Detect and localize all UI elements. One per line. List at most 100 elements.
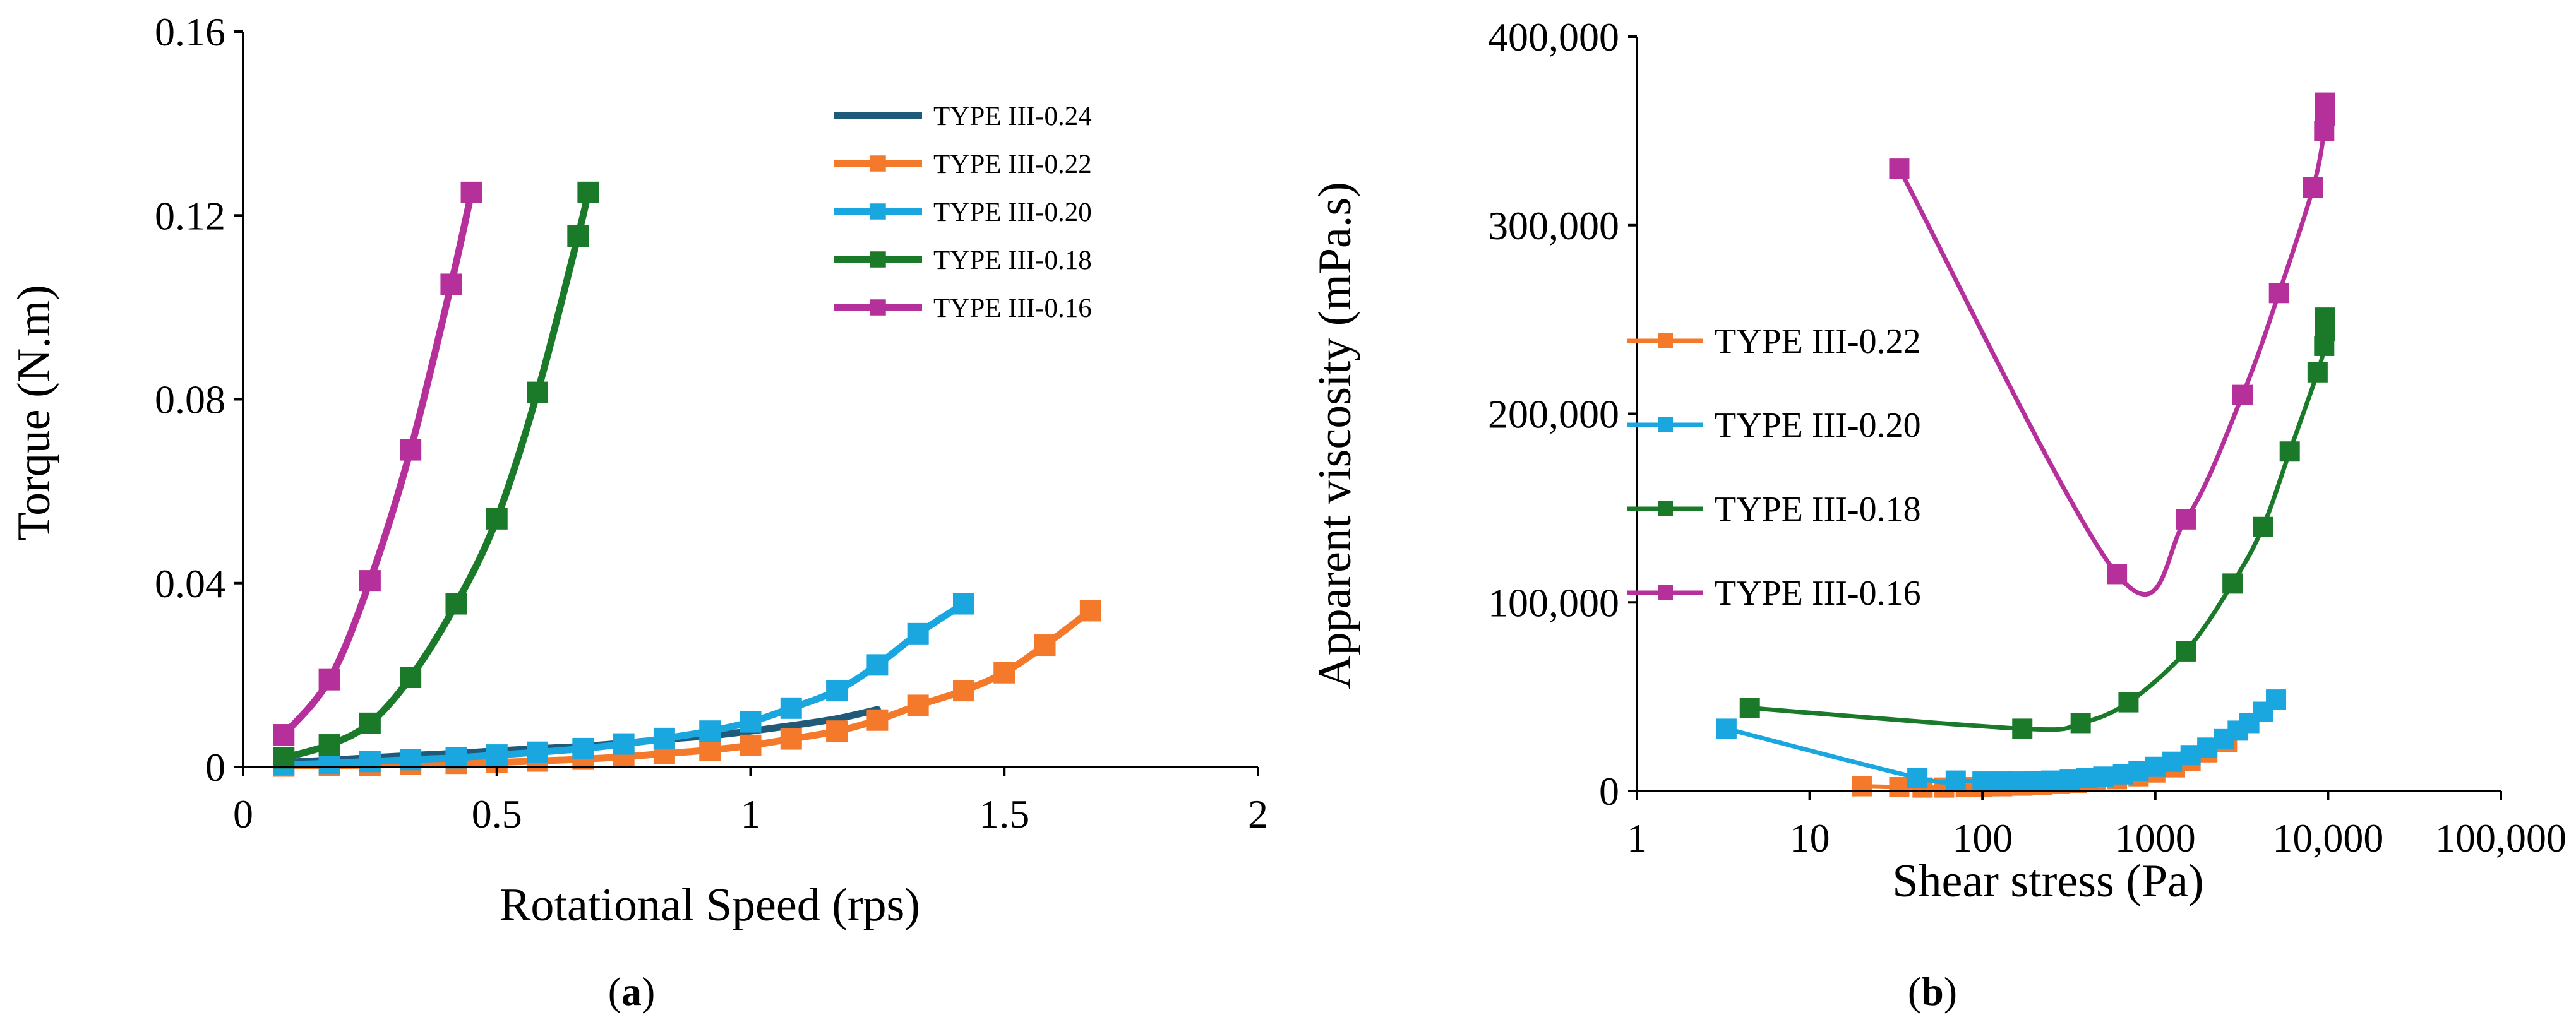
data-point xyxy=(699,720,721,742)
data-point xyxy=(445,593,467,615)
data-point xyxy=(1945,770,1966,791)
legend-item-type-iii-0-16: TYPE III-0.16 xyxy=(834,294,1092,323)
chart-a-y-ticks: 0 0.04 0.08 0.12 0.16 xyxy=(155,9,243,790)
chart-b: 1 10 100 1000 10,000 100,000 0 100,000 200,000 3… xyxy=(1309,15,2567,1014)
legend-label: TYPE III-0.22 xyxy=(1715,322,1921,361)
data-point xyxy=(993,662,1015,684)
chart-b-y-tick-label: 300,000 xyxy=(1488,203,1619,248)
data-point xyxy=(359,570,381,592)
data-point xyxy=(740,734,762,756)
chart-a-y-axis-title: Torque (N.m) xyxy=(8,285,60,541)
legend-swatch-marker xyxy=(1658,333,1673,348)
chart-b-x-ticks: 1 10 100 1000 10,000 100,000 xyxy=(1627,791,2567,860)
chart-a-caption: (a) xyxy=(608,969,656,1014)
series-type-iii-0-16 xyxy=(1889,92,2335,597)
data-point xyxy=(572,737,594,759)
legend-label: TYPE III-0.20 xyxy=(1715,406,1921,445)
legend-swatch-marker xyxy=(870,155,886,172)
chart-a-y-tick-label: 0.08 xyxy=(155,377,225,422)
chart-a-y-tick-label: 0 xyxy=(205,745,225,790)
data-point xyxy=(907,622,929,645)
chart-a-legend: TYPE III-0.24 TYPE III-0.22 TYPE III-0.20 T… xyxy=(834,102,1092,323)
legend-label: TYPE III-0.18 xyxy=(933,246,1092,275)
data-point xyxy=(440,273,462,295)
data-point xyxy=(1739,698,1760,718)
legend-label: TYPE III-0.16 xyxy=(933,294,1092,323)
series-line-type-iii-0-18 xyxy=(280,189,592,761)
data-point xyxy=(2093,766,2114,787)
data-point xyxy=(527,741,549,763)
legend-item-type-iii-0-22: TYPE III-0.22 xyxy=(834,150,1092,179)
chart-a-x-tick-label: 0.5 xyxy=(472,792,522,836)
data-point xyxy=(780,697,802,719)
data-point xyxy=(2041,770,2062,791)
data-point xyxy=(1079,600,1101,622)
data-point xyxy=(1972,771,1993,792)
data-point xyxy=(273,747,295,769)
data-point xyxy=(740,711,762,733)
data-point xyxy=(2118,692,2139,713)
chart-a-x-ticks: 0 0.5 1 1.5 2 xyxy=(233,767,1268,836)
data-point xyxy=(1851,776,1872,797)
data-point xyxy=(2232,384,2253,405)
data-point xyxy=(2175,509,2196,530)
chart-b-y-ticks: 0 100,000 200,000 300,000 400,000 xyxy=(1488,15,1637,814)
data-point xyxy=(400,439,422,461)
data-point xyxy=(2268,283,2289,304)
data-point xyxy=(2279,441,2300,462)
data-point xyxy=(1889,158,1910,179)
data-point xyxy=(460,181,482,203)
legend-item-type-iii-0-16: TYPE III-0.16 xyxy=(1627,574,1921,613)
data-point xyxy=(486,744,508,766)
chart-a-x-tick-label: 2 xyxy=(1248,792,1268,836)
data-point xyxy=(1034,634,1056,657)
data-point xyxy=(2012,718,2033,739)
legend-label: TYPE III-0.18 xyxy=(1715,490,1921,529)
chart-b-y-tick-label: 100,000 xyxy=(1488,580,1619,625)
legend-swatch-marker xyxy=(1658,585,1673,600)
legend-item-type-iii-0-20: TYPE III-0.20 xyxy=(834,198,1092,227)
legend-label: TYPE III-0.22 xyxy=(933,150,1092,179)
data-point xyxy=(952,593,974,615)
legend-label: TYPE III-0.24 xyxy=(933,102,1092,131)
legend-item-type-iii-0-20: TYPE III-0.20 xyxy=(1627,406,1921,445)
series-type-iii-0-18 xyxy=(1739,307,2335,739)
chart-a-caption-letter: a xyxy=(621,969,642,1014)
chart-b-x-tick-label: 100 xyxy=(1952,816,2013,860)
chart-a-x-tick-label: 0 xyxy=(233,792,253,836)
data-point xyxy=(2107,564,2128,585)
data-point xyxy=(1907,768,1928,788)
chart-a-x-tick-label: 1 xyxy=(741,792,761,836)
chart-b-y-axis-title: Apparent viscosity (mPa.s) xyxy=(1309,182,1361,689)
series-type-iii-0-16 xyxy=(273,181,482,746)
chart-a-y-tick-label: 0.16 xyxy=(155,9,225,54)
chart-a: 0 0.5 1 1.5 2 0 0.04 0.08 0.12 0.16 Rotational S… xyxy=(8,9,1268,1014)
data-point xyxy=(2315,92,2335,113)
data-point xyxy=(445,747,467,769)
data-point xyxy=(486,508,508,530)
legend-swatch-marker xyxy=(870,299,886,316)
chart-b-legend: TYPE III-0.22 TYPE III-0.20 TYPE III-0.18 T… xyxy=(1627,322,1921,613)
chart-b-y-tick-label: 0 xyxy=(1599,769,1619,814)
data-point xyxy=(2175,641,2196,662)
chart-a-y-tick-label: 0.04 xyxy=(155,561,225,606)
chart-b-x-tick-label: 10,000 xyxy=(2272,816,2383,860)
data-point xyxy=(359,712,381,734)
data-point xyxy=(318,752,340,775)
data-point xyxy=(866,709,889,731)
data-point xyxy=(400,667,422,689)
data-point xyxy=(567,225,589,247)
data-point xyxy=(2307,362,2328,383)
data-point xyxy=(1716,718,1737,739)
data-point xyxy=(359,751,381,773)
data-point xyxy=(273,724,295,746)
legend-label: TYPE III-0.16 xyxy=(1715,574,1921,613)
data-point xyxy=(1889,777,1910,798)
data-point xyxy=(780,728,802,750)
data-point xyxy=(2303,177,2323,198)
series-type-iii-0-20 xyxy=(1716,689,2287,792)
legend-item-type-iii-0-22: TYPE III-0.22 xyxy=(1627,322,1921,361)
chart-b-caption: (b) xyxy=(1908,969,1957,1014)
chart-b-x-axis-title: Shear stress (Pa) xyxy=(1892,855,2203,907)
data-point xyxy=(2070,713,2091,734)
